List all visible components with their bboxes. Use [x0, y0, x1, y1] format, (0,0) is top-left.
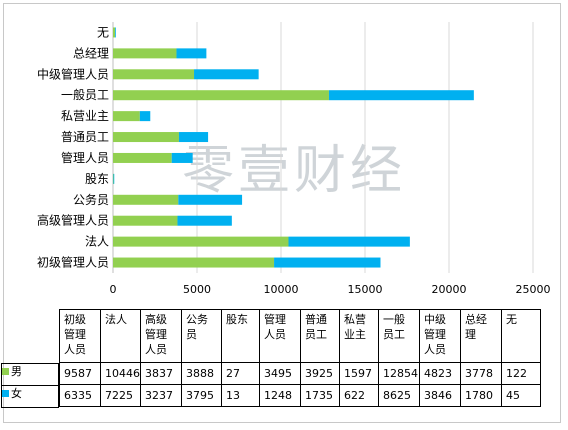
legend-male: 男 — [1, 362, 59, 386]
table-column-header: 高级 管理 人员 — [140, 309, 182, 363]
table-row-male: 男 9587 10446 3837 3888 27 3495 3925 1597 12854 482… — [1, 362, 541, 386]
bar-female — [274, 257, 381, 268]
table-column-header: 私营 业主 — [339, 309, 379, 363]
bar-male — [113, 152, 172, 163]
y-category-label: 股东 — [85, 172, 109, 186]
table-cell: 4823 — [419, 362, 461, 385]
table-cell: 3925 — [300, 362, 340, 385]
table-cell: 622 — [339, 384, 379, 407]
bar-female — [171, 152, 193, 163]
table-column-header: 一般 员工 — [378, 309, 420, 363]
table-cell: 3237 — [140, 384, 182, 407]
y-category-label: 私营业主 — [61, 109, 109, 123]
bar-male — [113, 257, 275, 268]
table-cell: 7225 — [100, 384, 141, 407]
table-cell: 1597 — [339, 362, 379, 385]
y-category-label: 法人 — [85, 235, 109, 249]
bar-female — [115, 27, 116, 38]
x-tick-label: 15000 — [348, 283, 383, 296]
bar-female — [113, 173, 115, 184]
y-category-label: 管理人员 — [61, 150, 109, 165]
table-cell: 3888 — [181, 362, 222, 385]
bar-male — [113, 215, 178, 226]
table-column-header: 无 — [501, 309, 541, 363]
bar-female — [178, 194, 243, 205]
table-column-header: 股东 — [221, 309, 260, 363]
bar-female — [176, 48, 207, 59]
table-cell: 27 — [221, 362, 260, 385]
x-tick-label: 25000 — [516, 283, 551, 296]
table-column-header: 初级 管理 人员 — [59, 309, 101, 363]
table-column-header: 总经理 — [460, 309, 502, 363]
bar-female — [177, 215, 232, 226]
table-cell: 8625 — [378, 384, 420, 407]
table-cell: 9587 — [59, 362, 101, 385]
bar-male — [113, 48, 177, 59]
y-category-label: 高级管理人员 — [37, 213, 109, 228]
y-category-label: 公务员 — [73, 192, 109, 207]
table-cell: 12854 — [378, 362, 420, 385]
y-category-label: 总经理 — [73, 46, 109, 60]
bar-male — [113, 132, 179, 143]
legend-label: 男 — [11, 364, 22, 378]
bar-male — [113, 173, 114, 184]
data-table: 初级 管理 人员 法人 高级 管理 人员 公务员股东 管理 人员 普通 员工 私营 业主 一般 员工 中级 管理人… — [1, 309, 541, 408]
table-cell: 1780 — [460, 384, 502, 407]
bar-male — [113, 111, 140, 122]
bar-male — [113, 194, 179, 205]
y-category-label: 普通员工 — [61, 130, 109, 144]
table-cell: 122 — [501, 362, 541, 385]
bar-female — [328, 90, 474, 101]
table-cell: 3795 — [181, 384, 222, 407]
table-column-header: 法人 — [100, 309, 141, 363]
bar-male — [113, 69, 195, 80]
table-cell: 1248 — [259, 384, 301, 407]
y-category-label: 无 — [97, 25, 109, 39]
bar-male — [113, 27, 116, 38]
table-cell: 13 — [221, 384, 260, 407]
legend-key — [2, 390, 9, 397]
table-cell: 3846 — [419, 384, 461, 407]
table-cell: 3837 — [140, 362, 182, 385]
table-cell: 10446 — [100, 362, 141, 385]
table-column-header: 中级 管理 人员 — [419, 309, 461, 363]
table-column-header: 管理 人员 — [259, 309, 301, 363]
table-cell: 3778 — [460, 362, 502, 385]
legend-female: 女 — [1, 384, 59, 408]
bar-male — [113, 90, 329, 101]
table-cell: 3495 — [259, 362, 301, 385]
bar-male — [113, 236, 289, 247]
bar-female — [139, 111, 151, 122]
x-tick-label: 5000 — [183, 283, 211, 296]
table-column-header: 普通 员工 — [300, 309, 340, 363]
table-column-header: 公务员 — [181, 309, 222, 363]
legend-label: 女 — [11, 386, 22, 400]
table-cell: 1735 — [300, 384, 340, 407]
y-category-label: 初级管理人员 — [37, 255, 109, 270]
chart-frame — [3, 3, 561, 423]
x-tick-label: 20000 — [432, 283, 467, 296]
table-row-female: 女 6335 7225 3237 3795 13 1248 1735 622 8625 3846 17… — [1, 384, 541, 408]
y-category-label: 一般员工 — [61, 87, 109, 102]
bar-female — [194, 69, 259, 80]
x-tick-label: 0 — [110, 283, 117, 296]
table-cell: 45 — [501, 384, 541, 407]
table-header-row: 初级 管理 人员 法人 高级 管理 人员 公务员股东 管理 人员 普通 员工 私营 业主 一般 员工 中级 管理人… — [59, 309, 541, 363]
y-category-label: 中级管理人员 — [37, 66, 109, 81]
x-tick-label: 10000 — [264, 283, 299, 296]
bar-female — [178, 132, 209, 143]
table-cell: 6335 — [59, 384, 101, 407]
bar-female — [288, 236, 410, 247]
legend-key — [2, 368, 9, 375]
